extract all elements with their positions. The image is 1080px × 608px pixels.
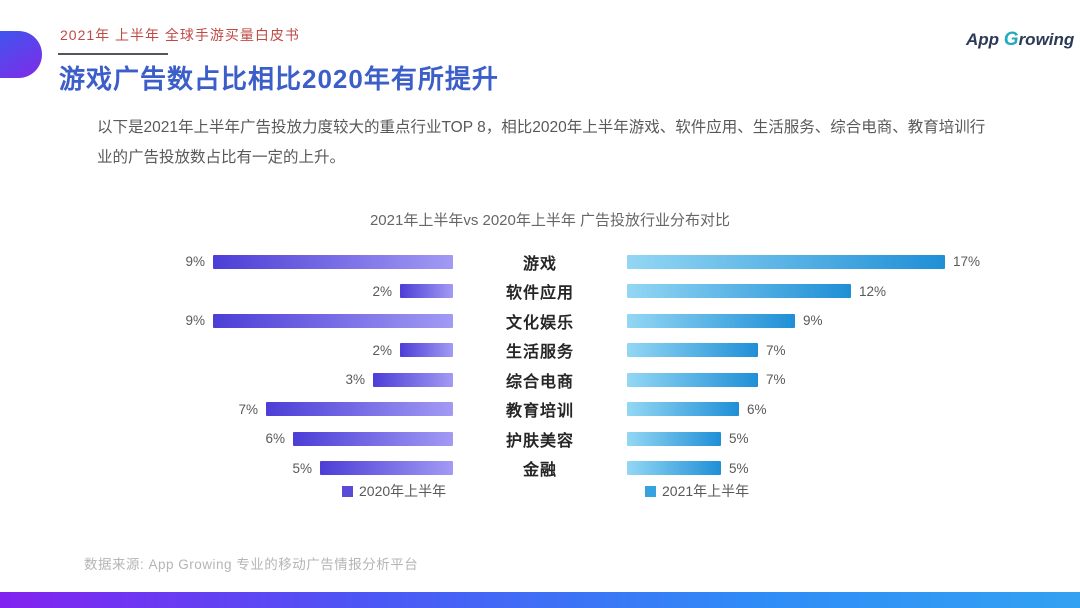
value-label-2020: 2% [372, 283, 392, 299]
legend-swatch-2020 [342, 485, 353, 497]
value-label-2021: 6% [747, 401, 767, 417]
chart-row: 6% 护肤美容 5% [0, 424, 1080, 454]
value-label-2020: 5% [292, 460, 312, 476]
value-label-2021: 5% [729, 431, 749, 447]
logo-text-rowing: rowing [1018, 30, 1075, 49]
app-growing-logo: App Growing [966, 29, 1074, 51]
category-label: 软件应用 [505, 285, 574, 303]
chart-row: 3% 综合电商 7% [0, 365, 1080, 395]
bar-zone-2021: 7% [627, 372, 1080, 387]
bar-2020 [213, 254, 453, 269]
bar-2021 [627, 461, 721, 476]
breadcrumb: 2021年 上半年 全球手游买量白皮书 [60, 27, 300, 43]
bar-2020 [400, 284, 453, 299]
category-label: 护肤美容 [505, 432, 574, 450]
legend-2020: 2020年上半年 [342, 481, 446, 501]
bar-2021 [627, 431, 721, 446]
bar-zone-2021: 9% [627, 313, 1080, 328]
legend-swatch-2021 [645, 485, 656, 497]
bar-zone-2021: 5% [627, 461, 1080, 476]
value-label-2020: 9% [185, 313, 205, 329]
value-label-2020: 3% [345, 372, 365, 388]
bar-2020 [320, 461, 453, 476]
corner-pill-decoration [0, 31, 42, 78]
category-label: 综合电商 [505, 373, 574, 391]
bar-zone-2021: 6% [627, 402, 1080, 417]
data-source-note: 数据来源: App Growing 专业的移动广告情报分析平台 [84, 557, 419, 572]
legend-label-2021: 2021年上半年 [662, 483, 750, 499]
bar-zone-2020: 6% [0, 431, 453, 446]
category-label: 金融 [522, 462, 557, 480]
chart-row: 5% 金融 5% [0, 454, 1080, 484]
bar-2021 [627, 372, 758, 387]
chart-row: 9% 游戏 17% [0, 247, 1080, 277]
bar-zone-2020: 2% [0, 343, 453, 358]
bar-2021 [627, 402, 739, 417]
bar-2020 [373, 372, 453, 387]
chart-row: 7% 教育培训 6% [0, 395, 1080, 425]
bar-2021 [627, 313, 795, 328]
value-label-2020: 9% [185, 254, 205, 270]
bar-2021 [627, 284, 851, 299]
page-title: 游戏广告数占比相比2020年有所提升 [59, 64, 499, 94]
value-label-2020: 6% [265, 431, 285, 447]
value-label-2021: 7% [766, 372, 786, 388]
logo-text-app: App [966, 30, 1004, 49]
bar-zone-2020: 7% [0, 402, 453, 417]
value-label-2021: 12% [859, 283, 887, 299]
legend-label-2020: 2020年上半年 [359, 483, 447, 499]
bar-2021 [627, 343, 758, 358]
chart-title: 2021年上半年vs 2020年上半年 广告投放行业分布对比 [369, 212, 731, 229]
category-label: 教育培训 [505, 403, 574, 421]
value-label-2021: 7% [766, 342, 786, 358]
bar-zone-2021: 12% [627, 284, 1080, 299]
bar-zone-2021: 5% [627, 431, 1080, 446]
intro-paragraph: 以下是2021年上半年广告投放力度较大的重点行业TOP 8，相比2020年上半年… [97, 119, 986, 166]
bar-2020 [293, 431, 453, 446]
chart-row: 9% 文化娱乐 9% [0, 306, 1080, 336]
bar-zone-2020: 9% [0, 254, 453, 269]
value-label-2020: 2% [372, 342, 392, 358]
breadcrumb-underline [58, 53, 168, 55]
bottom-gradient-band [0, 592, 1080, 608]
chart-row: 2% 软件应用 12% [0, 277, 1080, 307]
bar-2020 [213, 313, 453, 328]
logo-g-swoosh: G [1003, 29, 1019, 50]
category-label: 文化娱乐 [505, 314, 574, 332]
chart-row: 2% 生活服务 7% [0, 336, 1080, 366]
value-label-2021: 9% [803, 313, 823, 329]
bar-zone-2020: 9% [0, 313, 453, 328]
value-label-2020: 7% [238, 401, 258, 417]
category-label: 生活服务 [505, 344, 574, 362]
legend-2021: 2021年上半年 [645, 481, 749, 501]
category-label: 游戏 [522, 255, 557, 273]
bar-2020 [400, 343, 453, 358]
value-label-2021: 5% [729, 460, 749, 476]
tornado-chart: 9% 游戏 17% 2% 软件应用 12% 9% 文化娱乐 9% 2% 生活服务 7% 3% 综合电商 7%… [0, 247, 1080, 483]
bar-zone-2020: 5% [0, 461, 453, 476]
bar-zone-2020: 3% [0, 372, 453, 387]
bar-2021 [627, 254, 945, 269]
bar-zone-2020: 2% [0, 284, 453, 299]
bar-zone-2021: 17% [627, 254, 1080, 269]
bar-zone-2021: 7% [627, 343, 1080, 358]
value-label-2021: 17% [953, 254, 981, 270]
bar-2020 [266, 402, 453, 417]
